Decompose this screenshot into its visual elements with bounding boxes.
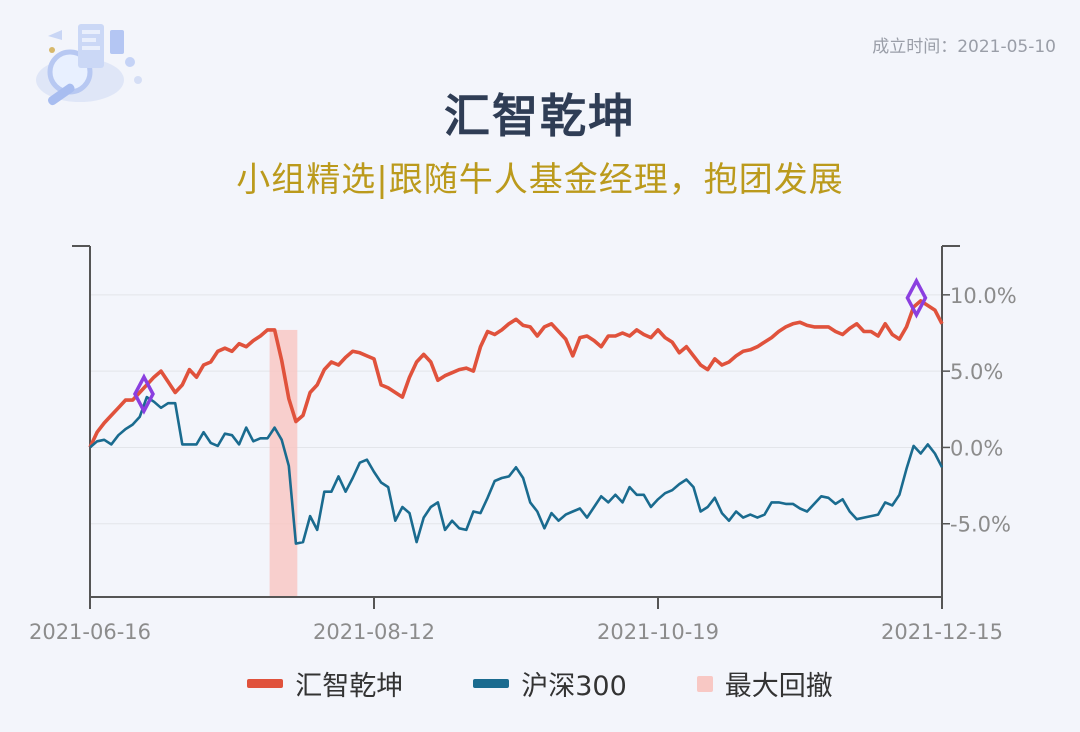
legend-label-index: 沪深300	[521, 671, 627, 702]
legend-item-index: 沪深300	[473, 664, 627, 703]
legend-label-drawdown: 最大回撤	[724, 671, 833, 702]
legend-label-fund: 汇智乾坤	[295, 671, 404, 702]
legend-swatch-drawdown	[696, 675, 713, 692]
legend-item-fund: 汇智乾坤	[247, 664, 403, 703]
x-tick-label: 2021-06-16	[29, 620, 151, 644]
x-tick-label: 2021-10-19	[597, 620, 719, 644]
chart-legend: 汇智乾坤 沪深300 最大回撤	[0, 664, 1080, 703]
x-tick-label: 2021-08-12	[313, 620, 435, 644]
legend-swatch-fund	[247, 679, 284, 688]
founded-date: 成立时间：2021-05-10	[872, 37, 1056, 57]
legend-swatch-index	[473, 679, 510, 688]
y-tick-label: 5.0%	[950, 360, 1003, 384]
diamond-marker	[132, 373, 155, 415]
fund-line	[88, 299, 944, 449]
y-tick-label: 0.0%	[950, 436, 1003, 460]
performance-chart: 10.0% 5.0% 0.0% -5.0% 2021-06-16 2021-08-12 20…	[29, 245, 1017, 644]
fund-title: 汇智乾坤	[444, 89, 636, 143]
x-tick-label: 2021-12-15	[881, 620, 1003, 644]
y-tick-label: 10.0%	[950, 284, 1017, 308]
index-line	[89, 395, 944, 545]
legend-item-drawdown: 最大回撤	[696, 664, 833, 703]
brand-logo	[18, 10, 168, 130]
y-tick-label: -5.0%	[950, 513, 1011, 537]
diamond-marker	[905, 277, 928, 319]
fund-subtitle: 小组精选|跟随牛人基金经理，抱团发展	[236, 160, 844, 200]
